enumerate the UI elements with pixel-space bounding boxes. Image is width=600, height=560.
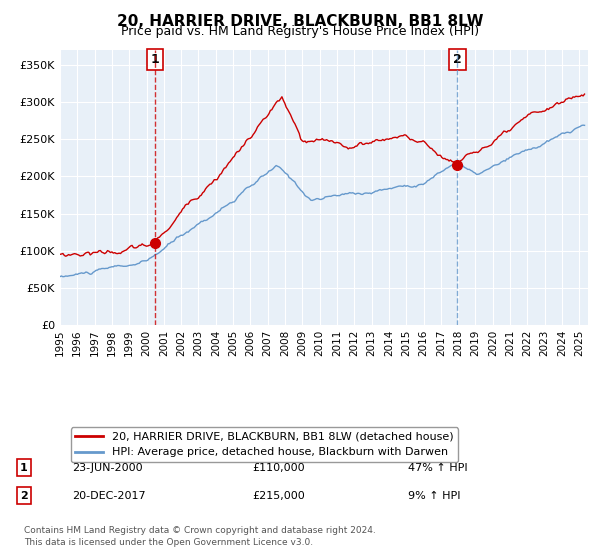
Text: 2: 2 (453, 53, 462, 66)
Text: £215,000: £215,000 (252, 491, 305, 501)
Text: 47% ↑ HPI: 47% ↑ HPI (408, 463, 467, 473)
Legend: 20, HARRIER DRIVE, BLACKBURN, BB1 8LW (detached house), HPI: Average price, deta: 20, HARRIER DRIVE, BLACKBURN, BB1 8LW (d… (71, 427, 458, 462)
Text: 2: 2 (20, 491, 28, 501)
Text: Price paid vs. HM Land Registry's House Price Index (HPI): Price paid vs. HM Land Registry's House … (121, 25, 479, 38)
Text: Contains HM Land Registry data © Crown copyright and database right 2024.: Contains HM Land Registry data © Crown c… (24, 526, 376, 535)
Text: 1: 1 (151, 53, 159, 66)
Text: 9% ↑ HPI: 9% ↑ HPI (408, 491, 461, 501)
Text: 1: 1 (20, 463, 28, 473)
Text: 20, HARRIER DRIVE, BLACKBURN, BB1 8LW: 20, HARRIER DRIVE, BLACKBURN, BB1 8LW (117, 14, 483, 29)
Text: £110,000: £110,000 (252, 463, 305, 473)
Text: 20-DEC-2017: 20-DEC-2017 (72, 491, 146, 501)
Text: This data is licensed under the Open Government Licence v3.0.: This data is licensed under the Open Gov… (24, 538, 313, 547)
Text: 23-JUN-2000: 23-JUN-2000 (72, 463, 143, 473)
